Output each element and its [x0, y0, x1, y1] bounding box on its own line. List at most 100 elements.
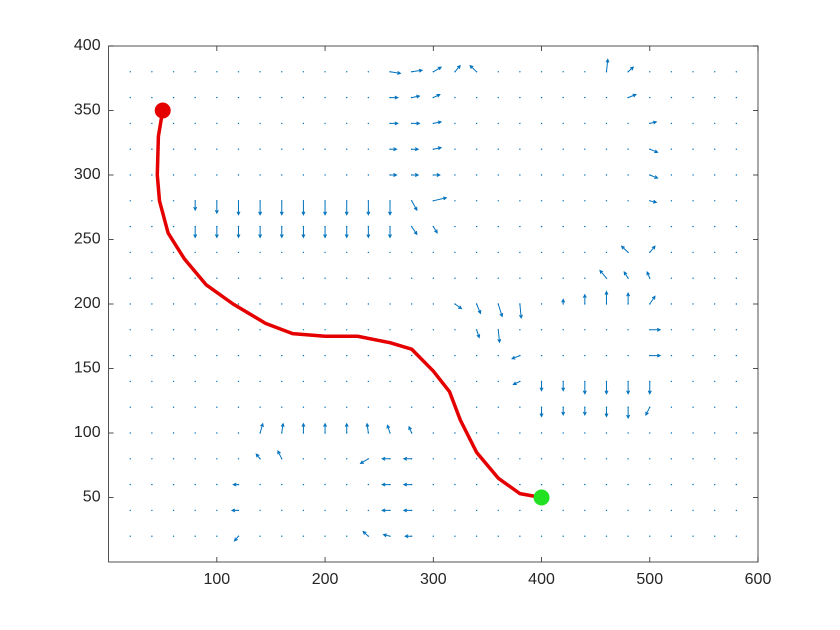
field-arrow	[582, 381, 587, 395]
field-dot	[540, 303, 543, 305]
field-dot	[735, 483, 738, 486]
field-dot	[584, 148, 586, 150]
field-dot	[540, 148, 543, 150]
field-dot	[259, 148, 261, 150]
field-dot	[475, 509, 478, 512]
field-dot	[281, 303, 283, 305]
field-arrow	[390, 121, 399, 126]
field-dot	[735, 225, 738, 228]
field-dot	[259, 174, 261, 176]
field-dot	[194, 71, 196, 73]
field-dot	[605, 174, 608, 176]
field-dot	[454, 277, 456, 279]
field-dot	[302, 251, 305, 254]
field-dot	[172, 148, 175, 150]
field-dot	[259, 354, 261, 357]
field-dot	[129, 406, 131, 408]
field-dot	[540, 96, 543, 99]
field-dot	[454, 225, 456, 228]
field-dot	[627, 122, 629, 125]
field-dot	[151, 96, 153, 99]
field-dot	[151, 509, 153, 512]
field-arrow	[381, 482, 391, 487]
field-dot	[605, 535, 608, 537]
field-dot	[670, 406, 673, 408]
field-dot	[692, 71, 694, 73]
field-dot	[670, 354, 673, 357]
field-dot	[367, 96, 370, 99]
field-arrow	[649, 148, 659, 154]
field-dot	[475, 406, 478, 408]
field-dot	[410, 406, 413, 408]
field-arrow	[539, 381, 544, 392]
field-dot	[584, 535, 586, 537]
field-dot	[540, 71, 543, 73]
field-dot	[605, 200, 608, 202]
field-dot	[129, 225, 131, 228]
field-dot	[519, 148, 521, 150]
field-dot	[627, 148, 629, 150]
field-dot	[497, 200, 499, 202]
field-arrow	[344, 422, 349, 433]
field-dot	[692, 406, 694, 408]
field-dot	[540, 535, 543, 537]
field-arrow	[402, 456, 412, 461]
field-dot	[432, 432, 434, 434]
x-tick-label: 500	[636, 571, 663, 588]
path-line	[155, 110, 542, 500]
field-dot	[216, 406, 218, 408]
field-dot	[151, 122, 153, 125]
field-dot	[367, 174, 370, 176]
field-dot	[584, 225, 586, 228]
field-arrow	[649, 120, 658, 125]
field-dot	[670, 509, 673, 512]
field-arrow	[214, 200, 219, 215]
field-dot	[172, 509, 175, 512]
y-tick-label: 300	[74, 166, 101, 183]
field-dot	[627, 225, 629, 228]
field-dot	[194, 432, 196, 434]
field-dot	[302, 329, 305, 331]
field-dot	[432, 380, 434, 383]
field-dot	[216, 251, 218, 254]
field-dot	[454, 458, 456, 460]
field-arrow	[497, 329, 502, 344]
field-dot	[649, 535, 651, 537]
field-dot	[367, 483, 370, 486]
field-arrow	[649, 199, 658, 204]
field-dot	[259, 251, 261, 254]
field-dot	[432, 535, 434, 537]
field-dot	[735, 96, 738, 99]
field-dot	[172, 483, 175, 486]
field-dot	[172, 406, 175, 408]
field-dot	[475, 200, 478, 202]
field-dot	[670, 483, 673, 486]
field-arrow	[627, 66, 635, 73]
y-tick-label: 350	[74, 102, 101, 119]
field-dot	[129, 509, 131, 512]
field-dot	[281, 122, 283, 125]
field-dot	[367, 303, 370, 305]
field-dot	[194, 148, 196, 150]
field-dot	[649, 71, 651, 73]
field-dot	[346, 535, 348, 537]
field-dot	[735, 380, 738, 383]
field-dot	[432, 483, 434, 486]
field-dot	[129, 535, 131, 537]
field-dot	[302, 354, 305, 357]
field-dot	[346, 329, 348, 331]
field-dot	[692, 174, 694, 176]
field-dot	[281, 483, 283, 486]
field-dot	[497, 432, 499, 434]
field-dot	[216, 483, 218, 486]
field-dot	[216, 71, 218, 73]
field-dot	[714, 96, 716, 99]
field-arrow	[561, 407, 566, 417]
field-dot	[129, 458, 131, 460]
field-dot	[324, 509, 326, 512]
field-dot	[194, 329, 196, 331]
field-dot	[194, 122, 196, 125]
field-arrow	[390, 95, 399, 100]
field-dot	[129, 380, 131, 383]
field-arrow	[402, 482, 412, 487]
